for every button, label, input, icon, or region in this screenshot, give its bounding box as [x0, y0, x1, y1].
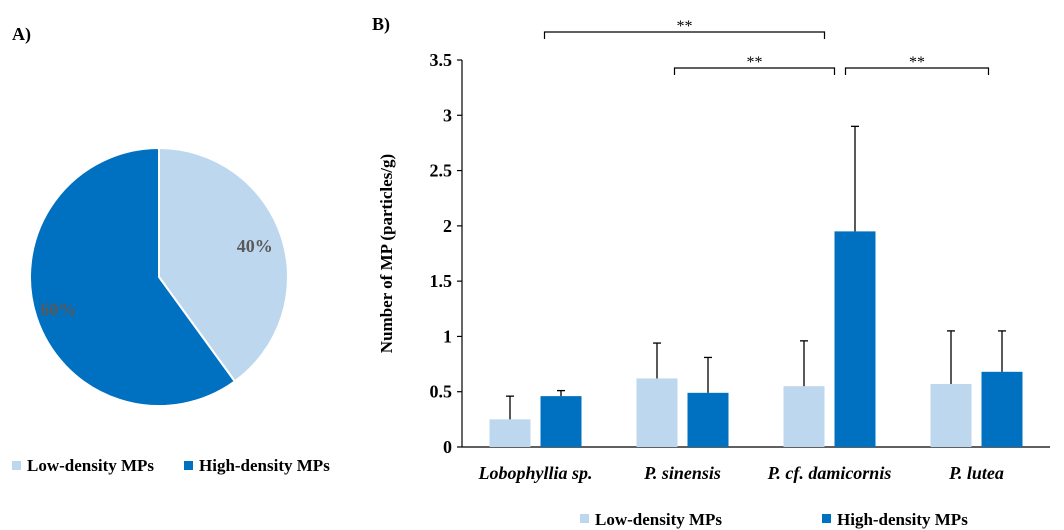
pie-chart: 40% 60%	[29, 146, 289, 407]
bar-low-0	[489, 419, 531, 447]
significance-bracket	[844, 67, 990, 75]
bar-high-2	[834, 231, 876, 447]
y-tick-label: 2.5	[430, 161, 453, 181]
significance-bracket	[673, 67, 836, 75]
bar-low-1	[636, 378, 678, 447]
legend-swatch-1	[822, 514, 831, 523]
panel-a-label: A)	[12, 24, 31, 45]
y-tick-label: 2	[443, 216, 452, 236]
x-tick-label: Lobophyllia sp.	[477, 463, 592, 483]
bar-chart: 0 0.5 1 1.5 2 2.5 3 3.5 Number of MP (particles/…	[377, 18, 1050, 483]
panel-b-label: B)	[372, 14, 390, 35]
pie-slice-high-density	[29, 146, 237, 407]
legend-swatch-0	[580, 514, 589, 523]
x-tick-label: P. lutea	[948, 463, 1004, 483]
legend-swatch-0	[12, 461, 21, 470]
pie-legend: Low-density MPs High-density MPs	[12, 456, 330, 475]
bar-legend: Low-density MPs High-density MPs	[580, 510, 968, 529]
bar-high-1	[687, 392, 729, 447]
bar-high-3	[981, 371, 1023, 447]
legend-label: Low-density MPs	[27, 456, 154, 475]
significance-label: **	[747, 54, 763, 71]
y-tick-label: 1	[443, 326, 452, 346]
legend-swatch-1	[184, 461, 193, 470]
x-tick-label: P. cf. damicornis	[767, 463, 892, 483]
bar-low-3	[930, 383, 972, 447]
x-tick-label: P. sinensis	[643, 463, 721, 483]
y-tick-label: 3.5	[430, 50, 453, 70]
bar-high-0	[540, 396, 582, 447]
y-tick-label: 0	[443, 437, 452, 457]
pie-slice-label: 40%	[237, 236, 273, 256]
pie-slice-label: 60%	[40, 300, 76, 320]
legend-label: High-density MPs	[837, 510, 968, 529]
y-tick-label: 3	[443, 105, 452, 125]
bar-low-2	[783, 386, 825, 447]
significance-bracket	[543, 31, 826, 39]
significance-label: **	[909, 54, 925, 71]
significance-label: **	[677, 18, 693, 35]
y-axis-label: Number of MP (particles/g)	[377, 154, 396, 353]
pie-slice-low-density	[158, 146, 289, 383]
y-tick-label: 1.5	[430, 271, 453, 291]
y-tick-label: 0.5	[430, 382, 453, 402]
legend-label: Low-density MPs	[595, 510, 722, 529]
legend-label: High-density MPs	[199, 456, 330, 475]
